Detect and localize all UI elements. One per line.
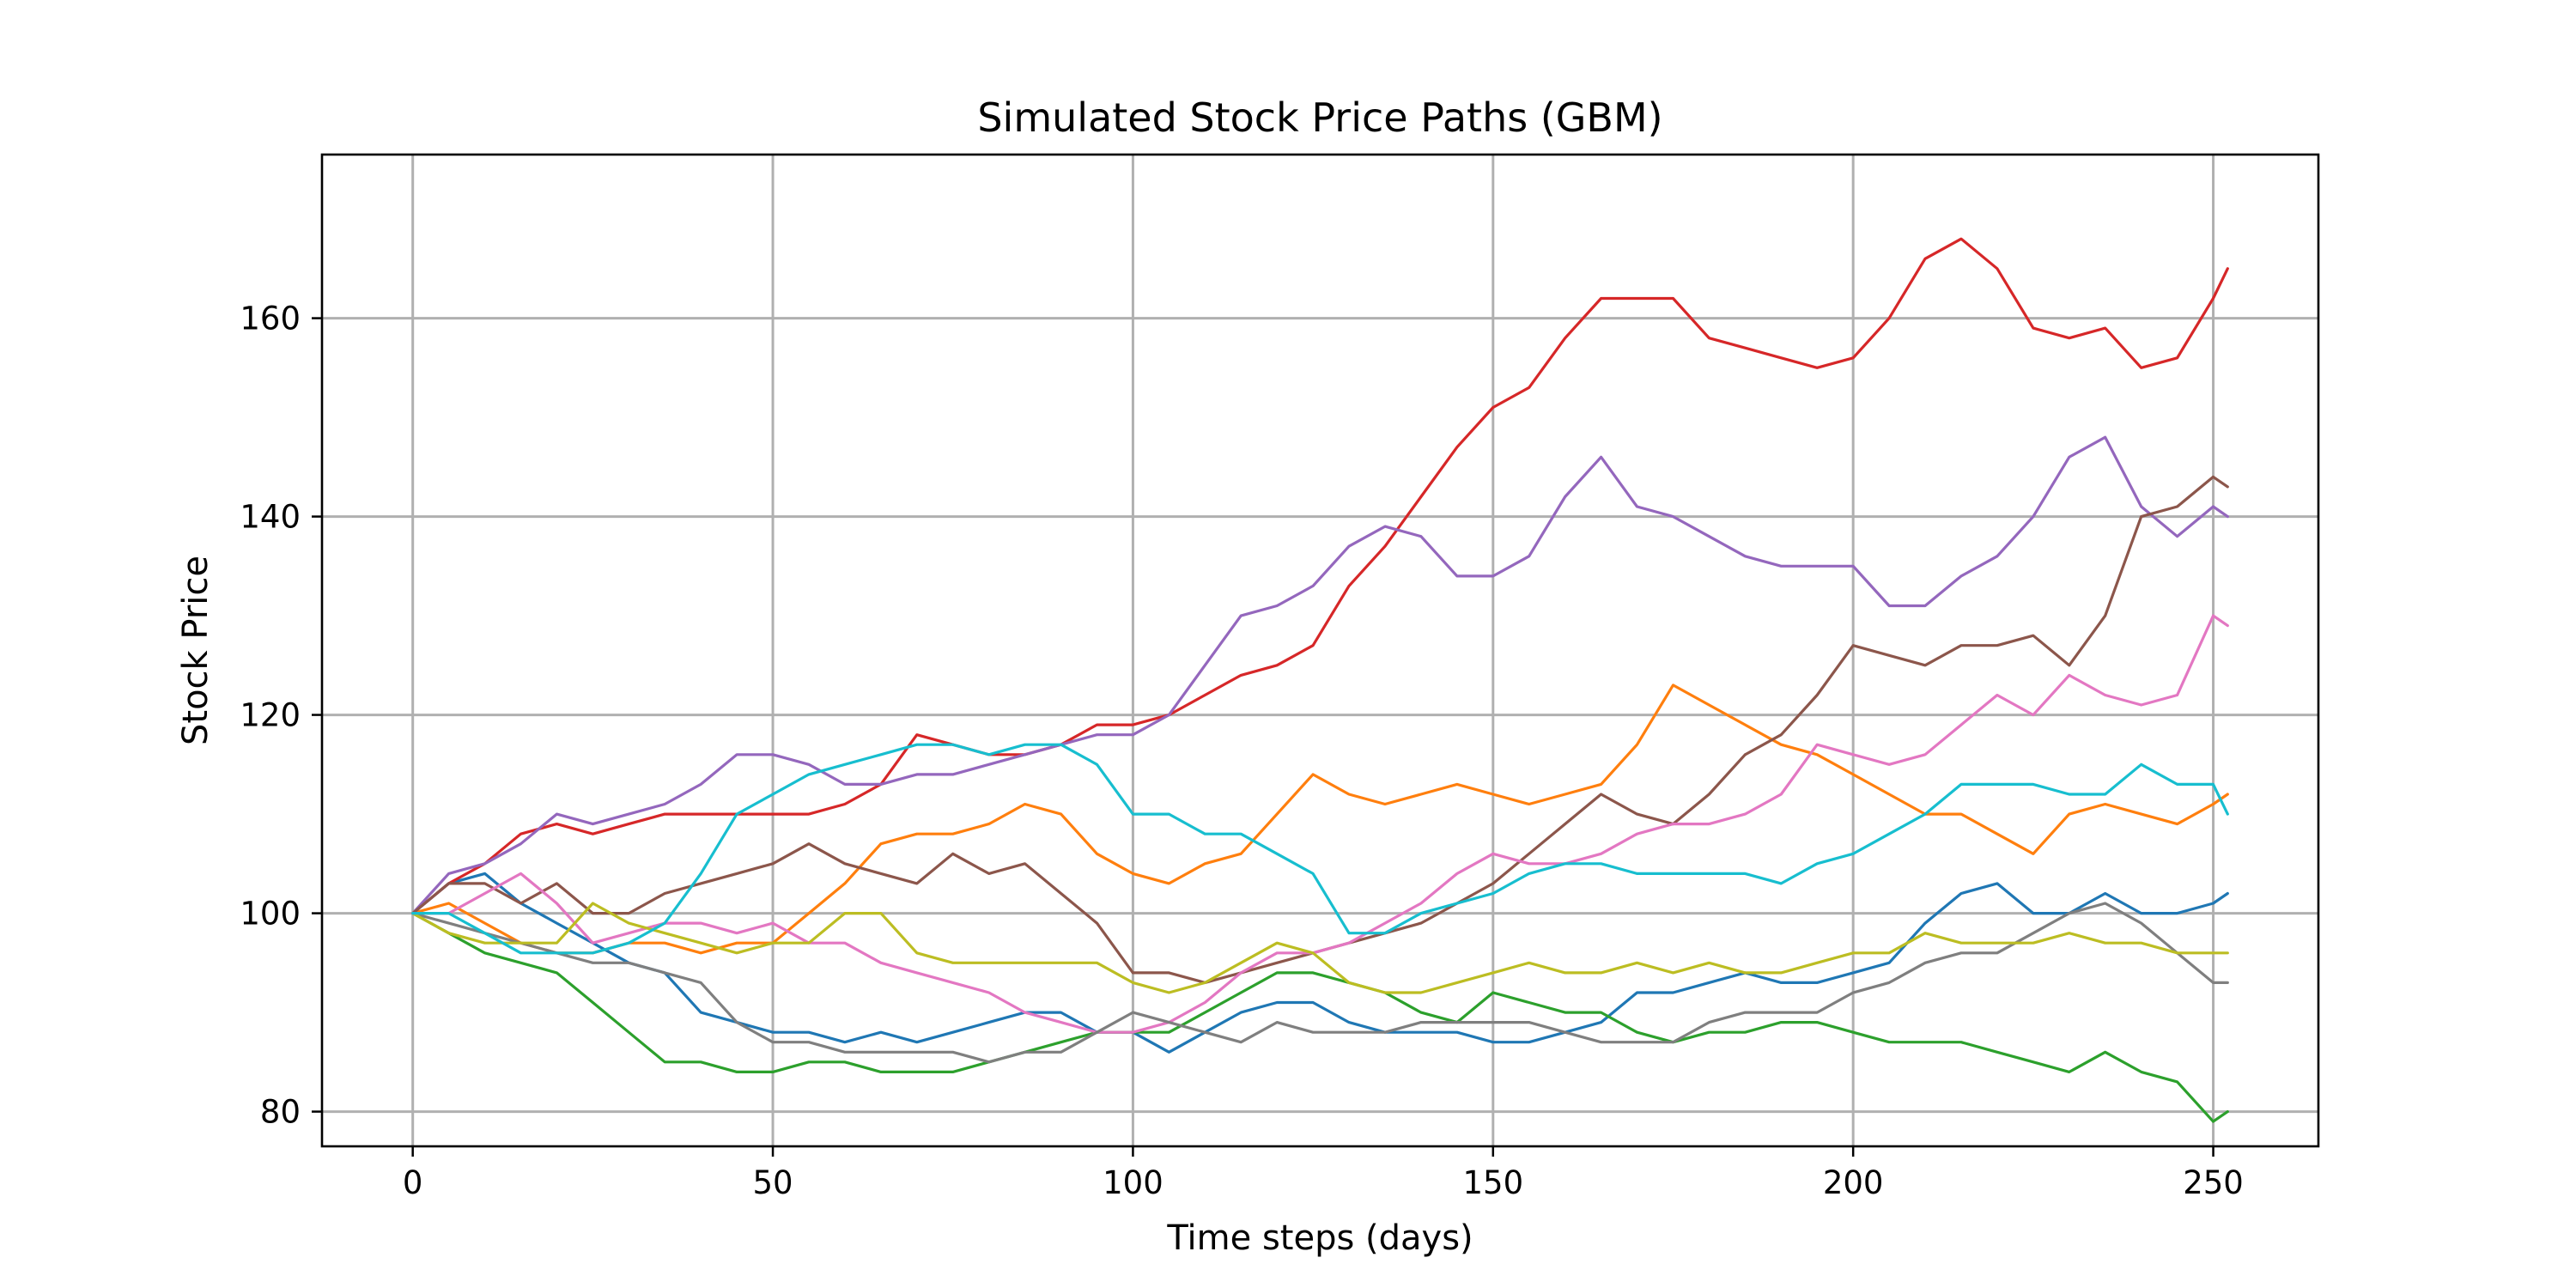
series-line-5 — [411, 435, 2229, 915]
x-tick-label: 0 — [403, 1164, 423, 1201]
y-tick-label: 100 — [240, 896, 301, 933]
series-line-3 — [411, 912, 2229, 1123]
series-line-8 — [411, 902, 2229, 1064]
y-tick-label: 140 — [240, 499, 301, 536]
series-line-1 — [411, 872, 2229, 1054]
y-tick-label: 160 — [240, 301, 301, 337]
plot-area — [322, 155, 2318, 1146]
axes-frame — [320, 153, 2320, 1148]
x-tick-label: 150 — [1462, 1164, 1523, 1201]
grid — [322, 155, 2318, 1146]
chart-title: Simulated Stock Price Paths (GBM) — [977, 94, 1662, 141]
x-tick-label: 50 — [753, 1164, 793, 1201]
series-line-4 — [411, 237, 2229, 915]
y-axis-label: Stock Price — [176, 556, 216, 745]
x-tick-label: 250 — [2183, 1164, 2244, 1201]
series-line-10 — [411, 743, 2229, 955]
x-tick-label: 200 — [1823, 1164, 1884, 1201]
ticks: 0 50 100 150 200 250 80 100 120 140 160 — [240, 301, 2243, 1201]
y-tick-label: 120 — [240, 697, 301, 734]
x-axis-label: Time steps (days) — [1166, 1218, 1473, 1258]
x-tick-label: 100 — [1103, 1164, 1163, 1201]
series-line-9 — [411, 902, 2229, 994]
series-line-7 — [411, 614, 2229, 1034]
series-lines — [411, 237, 2229, 1123]
y-tick-label: 80 — [260, 1094, 301, 1131]
